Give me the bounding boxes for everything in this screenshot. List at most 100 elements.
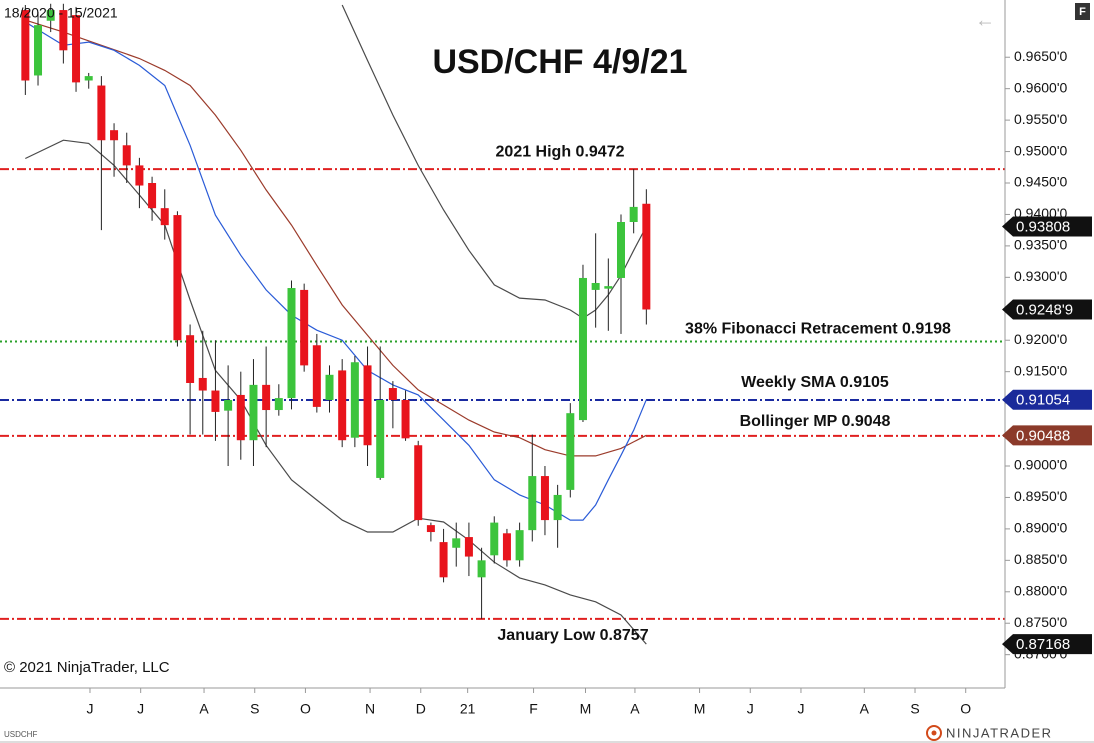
price-marker-label: 0.87168: [1016, 636, 1070, 653]
candle-body: [616, 221, 625, 278]
x-tick-label: J: [747, 701, 754, 717]
candle-body: [642, 203, 651, 310]
y-tick-label: 0.9350'0: [1014, 237, 1067, 253]
candle-body: [477, 560, 486, 578]
x-tick-label: J: [137, 701, 144, 717]
candle-body: [249, 384, 258, 441]
level-label: 38% Fibonacci Retracement 0.9198: [685, 321, 951, 338]
candle-body: [553, 494, 562, 521]
candle-body: [439, 542, 448, 578]
level-label: 2021 High 0.9472: [496, 143, 625, 160]
candle-body: [338, 370, 347, 441]
candle-body: [72, 15, 81, 83]
candle-body: [604, 286, 613, 289]
candle-body: [300, 289, 309, 366]
candle-body: [566, 413, 575, 490]
x-tick-label: 21: [460, 701, 476, 717]
candle-body: [84, 76, 93, 81]
price-marker-label: 0.90488: [1016, 427, 1070, 444]
price-marker: [1002, 389, 1092, 410]
level-label: January Low 0.8757: [497, 627, 648, 644]
y-tick-label: 0.9450'0: [1014, 174, 1067, 190]
x-tick-label: J: [797, 701, 804, 717]
candle-body: [629, 206, 638, 222]
candle-body: [464, 537, 473, 557]
corner-button[interactable]: [1075, 3, 1090, 20]
candle-body: [21, 10, 30, 81]
x-tick-label: J: [86, 701, 93, 717]
candle-body: [401, 399, 410, 439]
candle-body: [414, 445, 423, 521]
y-tick-label: 0.9300'0: [1014, 268, 1067, 284]
y-tick-label: 0.9200'0: [1014, 331, 1067, 347]
y-tick-label: 0.8900'0: [1014, 520, 1067, 536]
candle-body: [540, 476, 549, 521]
logo: NINJATRADER: [946, 725, 1053, 740]
period: 18/2020 - 15/2021: [4, 5, 118, 21]
candle-body: [591, 282, 600, 290]
x-tick-label: S: [250, 701, 259, 717]
candle-body: [59, 10, 68, 51]
candle-body: [211, 390, 220, 412]
candle-body: [34, 25, 43, 76]
logo-icon-dot: [931, 730, 937, 736]
candle-body: [110, 130, 119, 141]
candle-body: [502, 533, 511, 561]
x-tick-label: O: [960, 701, 971, 717]
price-marker-label: 0.91054: [1016, 392, 1070, 409]
price-marker: [1002, 216, 1092, 237]
level-label: Bollinger MP 0.9048: [740, 413, 891, 430]
price-marker-label: 0.9248'9: [1016, 301, 1073, 318]
x-tick-label: A: [630, 701, 640, 717]
indicator-line: [25, 19, 647, 457]
y-tick-label: 0.9500'0: [1014, 142, 1067, 158]
candle-body: [388, 388, 397, 400]
candle-body: [198, 377, 207, 391]
candle-body: [363, 365, 372, 446]
candle-body: [148, 183, 157, 209]
x-tick-label: M: [580, 701, 592, 717]
y-tick-label: 0.9600'0: [1014, 79, 1067, 95]
candle-body: [452, 538, 461, 548]
x-tick-label: F: [529, 701, 538, 717]
candle-body: [160, 208, 169, 226]
plot-area: [0, 3, 1005, 645]
y-tick-label: 0.9650'0: [1014, 48, 1067, 64]
indicator-line: [341, 4, 647, 319]
candle-body: [46, 10, 55, 21]
price-marker: [1002, 634, 1092, 655]
candle-body: [312, 345, 321, 407]
price-marker: [1002, 425, 1092, 446]
candle-body: [224, 399, 233, 411]
price-marker-label: 0.93808: [1016, 218, 1070, 235]
candle-body: [236, 394, 245, 441]
candle-body: [376, 399, 385, 478]
back-arrow[interactable]: ←: [975, 9, 995, 31]
candle-body: [262, 384, 271, 411]
candle-body: [173, 215, 182, 341]
x-tick-label: A: [860, 701, 870, 717]
y-tick-label: 0.8850'0: [1014, 551, 1067, 567]
candle-body: [287, 288, 296, 399]
x-tick-label: S: [910, 701, 919, 717]
corner-button-label: F: [1079, 6, 1086, 18]
x-tick-label: N: [365, 701, 375, 717]
candle-body: [490, 522, 499, 556]
x-tick-label: M: [694, 701, 706, 717]
candle-body: [528, 476, 537, 531]
copyright: © 2021 NinjaTrader, LLC: [4, 659, 170, 676]
candle-body: [426, 525, 435, 533]
candle-body: [97, 85, 106, 141]
y-tick-label: 0.8950'0: [1014, 488, 1067, 504]
y-tick-label: 0.8800'0: [1014, 582, 1067, 598]
y-tick-label: 0.9150'0: [1014, 362, 1067, 378]
candle-body: [274, 398, 283, 411]
candle-body: [325, 374, 334, 400]
chart-title: USD/CHF 4/9/21: [432, 43, 687, 81]
instrument: USDCHF: [4, 730, 37, 739]
candle-body: [186, 335, 195, 383]
x-tick-label: D: [416, 701, 426, 717]
candle-body: [350, 362, 359, 438]
